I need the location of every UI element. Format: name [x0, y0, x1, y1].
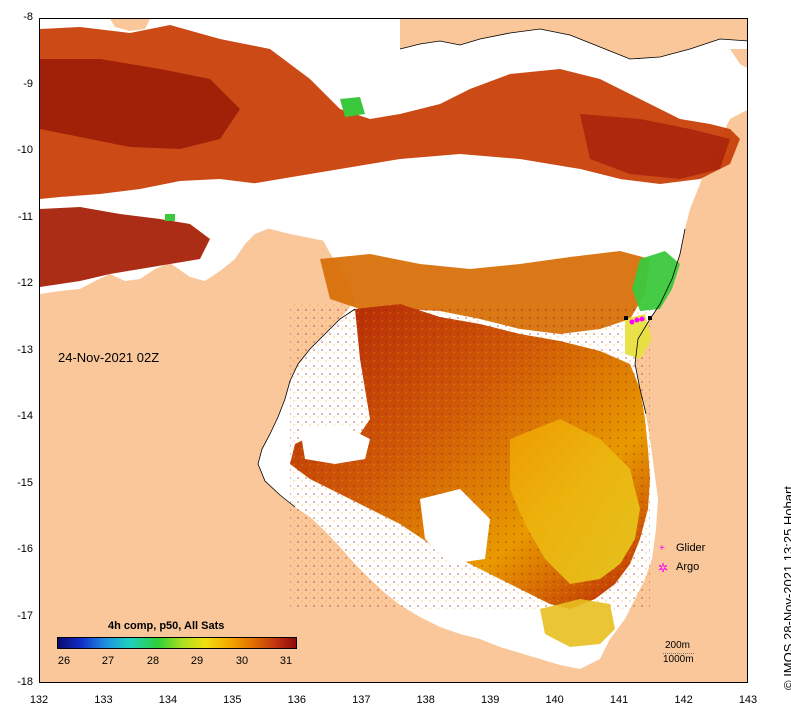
nodata-gulf-west — [300, 424, 370, 464]
y-tick-label: -10 — [17, 144, 33, 156]
colorbar-label: 26 — [57, 655, 71, 667]
y-tick-label: -15 — [17, 476, 33, 489]
sst-green-spot-3 — [165, 214, 175, 221]
nodata-cloud-mid — [220, 154, 640, 251]
coastline-png — [399, 28, 747, 60]
x-tick-label: 132 — [29, 694, 49, 706]
y-tick-label: -13 — [17, 343, 33, 356]
sst-arafura-north-hot — [40, 59, 240, 149]
colorbar-label: 30 — [235, 655, 249, 667]
sst-west-arafura — [40, 207, 210, 287]
x-tick-label: 135 — [223, 694, 242, 706]
x-tick-label: 139 — [480, 694, 500, 706]
x-tick-label: 134 — [158, 694, 178, 706]
y-tick-label: -11 — [17, 210, 33, 223]
sst-green-spot-1 — [340, 97, 365, 117]
y-tick-label: -12 — [17, 277, 33, 289]
nodata-gulf-south — [420, 489, 490, 564]
colorbar-label: 28 — [146, 655, 160, 667]
y-tick-label: -8 — [23, 11, 33, 23]
y-tick-label: -18 — [17, 676, 33, 688]
y-tick-label: -17 — [17, 609, 33, 622]
colorbar-label: 29 — [190, 655, 204, 667]
y-tick-label: -16 — [17, 543, 33, 555]
land-cape-york — [635, 110, 747, 682]
sst-torres-hot — [580, 114, 730, 179]
x-tick-label: 142 — [674, 694, 693, 706]
x-tick-label: 138 — [416, 694, 435, 706]
sst-gulf-south — [540, 599, 615, 647]
bathymetry-1000m-label: 1000m — [663, 653, 694, 665]
colorbar-title: 4h comp, p50, All Sats — [108, 620, 225, 632]
y-tick-label: -9 — [23, 77, 33, 90]
imos-credit: © IMOS 28-Nov-2021 13:25 Hobart — [781, 486, 791, 690]
colorbar-label: 27 — [101, 655, 115, 667]
glider-marker-icon: + — [659, 543, 665, 554]
y-tick-label: -14 — [17, 410, 33, 422]
bathymetry-200m-label: 200m — [665, 640, 691, 651]
sst-colorbar — [57, 637, 297, 649]
glider-track — [624, 316, 652, 325]
legend-glider: Glider — [676, 542, 706, 554]
sst-arafura-north — [40, 25, 740, 199]
land-png — [400, 19, 747, 59]
x-tick-label: 133 — [94, 694, 113, 706]
x-tick-label: 136 — [287, 694, 306, 706]
map-frame[interactable] — [39, 18, 748, 683]
argo-marker-icon: ✲ — [658, 561, 669, 575]
x-tick-label: 140 — [545, 694, 564, 706]
legend-argo: Argo — [676, 561, 700, 573]
land-png-2 — [730, 49, 747, 68]
sst-gulf-se — [510, 419, 640, 584]
x-tick-label: 141 — [609, 694, 629, 706]
map-timestamp: 24-Nov-2021 02Z — [58, 350, 160, 365]
colorbar-label: 31 — [279, 655, 293, 667]
land-top-end — [40, 224, 655, 682]
x-tick-label: 143 — [738, 694, 758, 706]
sst-map[interactable] — [40, 19, 748, 683]
land-nw — [110, 19, 150, 31]
coastline-gulf — [257, 308, 356, 508]
sst-torres-green — [632, 251, 680, 311]
x-tick-label: 137 — [352, 694, 371, 706]
sst-torres-yellow — [625, 314, 652, 359]
